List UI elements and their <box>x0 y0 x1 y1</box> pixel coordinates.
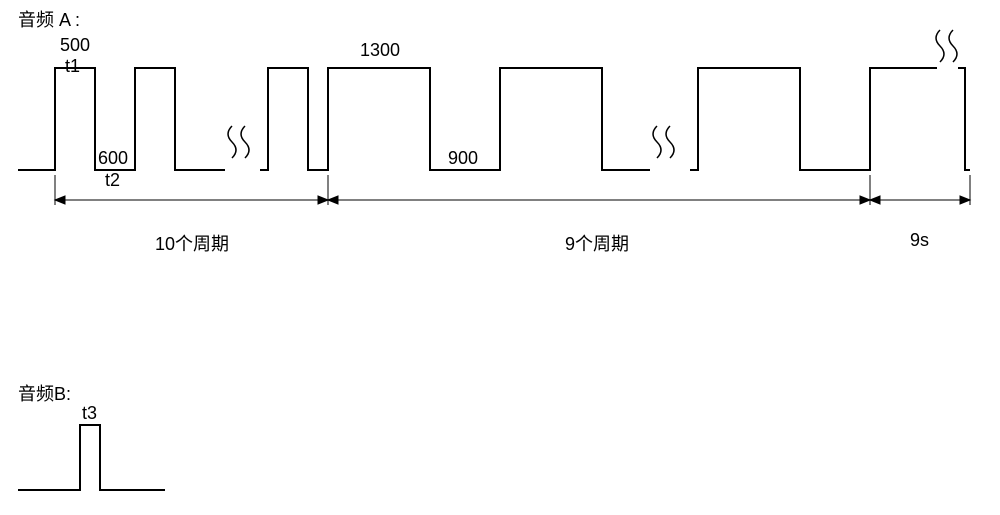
dim-arrow-section2 <box>328 175 870 205</box>
break-symbol-1 <box>228 126 249 158</box>
label-500: 500 <box>60 35 90 56</box>
label-900: 900 <box>448 148 478 169</box>
audio-b-waveform <box>0 390 300 510</box>
waveform-b-path <box>18 425 165 490</box>
dim-label-section1: 10个周期 <box>155 230 229 256</box>
label-600: 600 <box>98 148 128 169</box>
dim-arrow-tail <box>870 175 970 205</box>
break-symbol-2 <box>653 126 674 158</box>
break-symbol-3 <box>936 30 957 62</box>
dim-label-tail: 9s <box>910 230 929 251</box>
audio-a-waveform <box>0 0 1000 280</box>
label-1300: 1300 <box>360 40 400 61</box>
waveform-a-path <box>18 68 970 170</box>
label-t2: t2 <box>105 170 120 191</box>
label-t1: t1 <box>65 56 80 77</box>
label-t3: t3 <box>82 403 97 424</box>
dim-arrow-section1 <box>55 175 328 205</box>
dim-label-section2: 9个周期 <box>565 230 629 256</box>
